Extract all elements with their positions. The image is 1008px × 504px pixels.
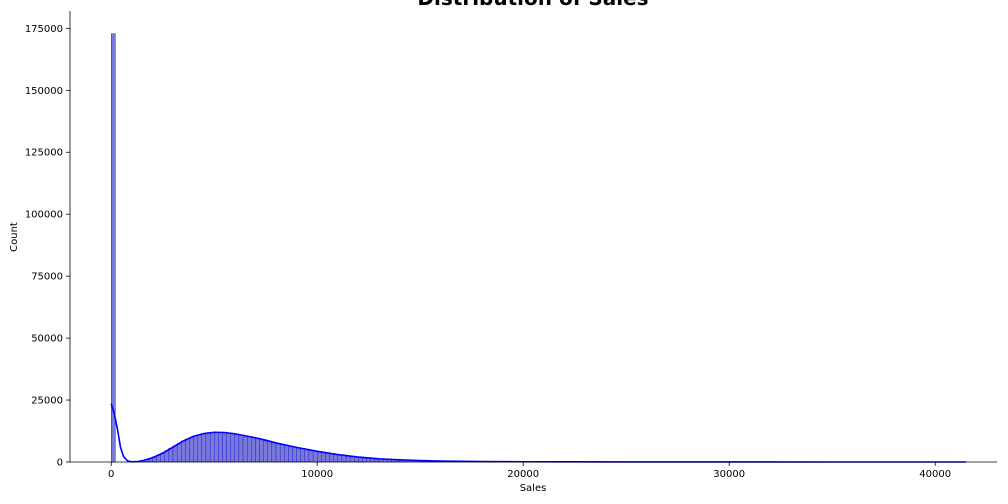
histogram-bar — [201, 433, 207, 463]
histogram-bar — [321, 452, 326, 463]
y-tick-label: 75000 — [31, 272, 63, 283]
x-axis-label: Sales — [520, 483, 547, 494]
histogram-bar — [172, 445, 178, 463]
histogram-bar — [255, 438, 260, 463]
histogram-bar — [189, 437, 194, 463]
histogram-bar — [238, 434, 244, 463]
histogram-bar — [247, 436, 252, 463]
histogram-bar — [234, 433, 240, 463]
histogram-bar — [333, 454, 338, 463]
histogram-bar — [214, 432, 219, 463]
y-axis-label: Count — [9, 222, 20, 252]
y-tick-label: 125000 — [25, 148, 63, 159]
histogram-bar — [288, 445, 293, 463]
histogram-bar — [292, 446, 297, 463]
histogram-bar — [251, 437, 256, 463]
y-axis-ticks: 0 25000 50000 75000 100000 125000 150000 175000 — [25, 24, 70, 469]
histogram-bar — [197, 434, 202, 463]
histogram-bar — [300, 448, 305, 463]
histogram-bars — [110, 33, 680, 463]
histogram-bar — [296, 447, 301, 463]
histogram-bar — [284, 444, 289, 463]
histogram-bar — [259, 439, 264, 463]
y-tick-label: 50000 — [31, 334, 63, 345]
y-tick-label: 150000 — [25, 86, 63, 97]
histogram-bar — [209, 432, 215, 463]
x-tick-label: 10000 — [301, 469, 333, 480]
histogram-bar — [218, 432, 223, 463]
histogram-bar — [176, 443, 182, 463]
histogram-bar — [263, 440, 268, 463]
histogram-bar — [222, 432, 227, 463]
histogram-bar — [242, 435, 248, 463]
histogram-bar — [271, 442, 277, 463]
x-tick-label: 40000 — [919, 469, 951, 480]
histogram-bar — [275, 443, 281, 463]
histogram-bar — [168, 448, 174, 463]
y-tick-label: 25000 — [31, 396, 63, 407]
histogram-bar — [317, 451, 322, 463]
histogram-bar — [110, 33, 116, 463]
x-tick-label: 20000 — [507, 469, 539, 480]
y-tick-label: 175000 — [25, 24, 63, 35]
y-tick-label: 100000 — [25, 210, 63, 221]
histogram-bar — [312, 450, 318, 463]
histogram-bar — [193, 435, 198, 463]
histogram-bar — [337, 454, 343, 463]
histogram-bar — [329, 453, 334, 463]
histogram-bar — [279, 444, 285, 463]
histogram-bar — [205, 432, 211, 463]
histogram-bar — [325, 452, 330, 463]
x-tick-label: 0 — [108, 469, 114, 480]
histogram-bar — [304, 449, 310, 463]
histogram-bar — [181, 440, 186, 463]
histogram-bar — [226, 432, 231, 463]
histogram-bar — [341, 455, 347, 463]
histogram-bar — [308, 450, 314, 463]
histogram-bar — [185, 438, 190, 463]
y-tick-label: 0 — [57, 458, 63, 469]
histogram-bar — [267, 441, 273, 463]
histogram-bar — [230, 433, 235, 463]
x-axis-ticks: 0 10000 20000 30000 40000 — [108, 462, 951, 480]
chart-title: Distribution of Sales — [417, 0, 648, 10]
x-tick-label: 30000 — [713, 469, 745, 480]
